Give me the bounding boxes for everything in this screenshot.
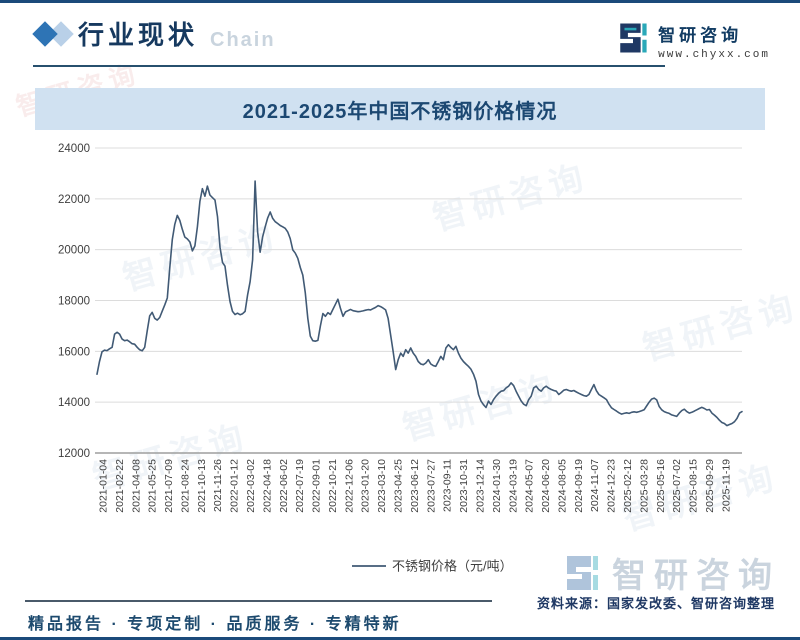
x-axis-tick-label: 2022-07-19 — [294, 459, 306, 513]
y-axis-tick-label: 24000 — [58, 143, 90, 155]
x-axis-tick-label: 2025-11-19 — [720, 459, 732, 512]
y-axis-tick-label: 18000 — [58, 296, 90, 308]
x-axis-tick-label: 2023-06-12 — [409, 459, 421, 513]
x-axis-tick-label: 2025-07-02 — [671, 459, 683, 513]
price-line-series — [96, 180, 743, 427]
x-axis-tick-label: 2022-10-21 — [327, 459, 339, 513]
x-axis-tick-label: 2023-04-25 — [393, 459, 405, 513]
x-axis-tick-label: 2024-08-05 — [556, 459, 568, 513]
source-label: 资料来源：国家发改委、智研咨询整理 — [536, 596, 775, 611]
brand-logo: 智研咨询 www.chyxx.com — [616, 21, 770, 61]
y-axis-tick-label: 12000 — [58, 448, 90, 460]
x-axis-tick-label: 2021-10-13 — [196, 459, 208, 513]
x-axis-tick-label: 2023-12-14 — [474, 459, 486, 513]
header: 行业现状 Chain 智研咨询 www.chyxx.com — [0, 3, 800, 67]
x-axis-tick-label: 2021-11-26 — [212, 459, 224, 512]
page-title: 行业现状 — [78, 20, 199, 50]
x-axis-tick-label: 2022-12-06 — [343, 459, 355, 513]
x-axis-tick-label: 2024-11-07 — [589, 459, 601, 512]
x-axis-tick-label: 2024-03-19 — [507, 459, 519, 513]
y-axis-tick-label: 20000 — [58, 245, 90, 257]
x-axis-tick-label: 2023-01-20 — [360, 459, 372, 513]
x-axis-tick-label: 2025-03-28 — [638, 459, 650, 513]
x-axis-tick-label: 2024-12-23 — [606, 459, 618, 513]
page-bottom-border — [0, 637, 800, 640]
source-divider — [25, 600, 492, 602]
y-axis-tick-label: 14000 — [58, 397, 90, 409]
footer-slogan: 精品报告 · 专项定制 · 品质服务 · 专精特新 — [28, 616, 402, 633]
x-axis-tick-label: 2024-01-30 — [491, 459, 503, 513]
x-axis-tick-label: 2024-06-20 — [540, 459, 552, 513]
x-axis-tick-label: 2021-08-24 — [179, 459, 191, 513]
x-axis-tick-label: 2021-04-08 — [130, 459, 142, 513]
x-axis-tick-label: 2022-01-12 — [229, 459, 241, 513]
x-axis-tick-label: 2021-07-09 — [163, 459, 175, 513]
x-axis-tick-label: 2022-03-02 — [245, 459, 257, 513]
y-axis-tick-label: 16000 — [58, 346, 90, 358]
x-axis-tick-label: 2025-09-29 — [704, 459, 716, 513]
brand-name: 智研咨询 — [658, 26, 743, 45]
x-axis-tick-label: 2021-01-04 — [98, 459, 110, 513]
x-axis-tick-label: 2023-09-11 — [442, 459, 454, 512]
brand-url: www.chyxx.com — [658, 49, 770, 61]
x-axis-tick-label: 2022-06-02 — [278, 459, 290, 513]
page-top-border — [0, 0, 800, 3]
header-divider — [33, 65, 665, 67]
x-axis-tick-label: 2025-02-12 — [622, 459, 634, 513]
x-axis-tick-label: 2024-05-07 — [524, 459, 536, 513]
y-axis-tick-label: 22000 — [58, 194, 90, 206]
x-axis-tick-label: 2024-09-19 — [573, 459, 585, 513]
chart-title: 2021-2025年中国不锈钢价格情况 — [242, 100, 558, 123]
x-axis-tick-label: 2021-02-22 — [114, 459, 126, 513]
x-axis-tick-label: 2023-03-10 — [376, 459, 388, 513]
brand-logo-icon — [620, 23, 647, 53]
x-axis-tick-label: 2023-10-31 — [458, 459, 470, 513]
x-axis-tick-label: 2025-05-16 — [655, 459, 667, 513]
chart-title-banner: 2021-2025年中国不锈钢价格情况 — [35, 88, 765, 130]
x-axis-tick-label: 2022-09-01 — [311, 459, 323, 513]
header-watermark-text: Chain — [210, 29, 276, 51]
x-axis-tick-label: 2021-05-25 — [147, 459, 159, 513]
x-axis-tick-label: 2025-08-15 — [688, 459, 700, 513]
x-axis-tick-label: 2022-04-18 — [261, 459, 273, 513]
x-axis-tick-label: 2023-07-27 — [425, 459, 437, 513]
legend-label: 不锈钢价格（元/吨） — [392, 559, 513, 574]
